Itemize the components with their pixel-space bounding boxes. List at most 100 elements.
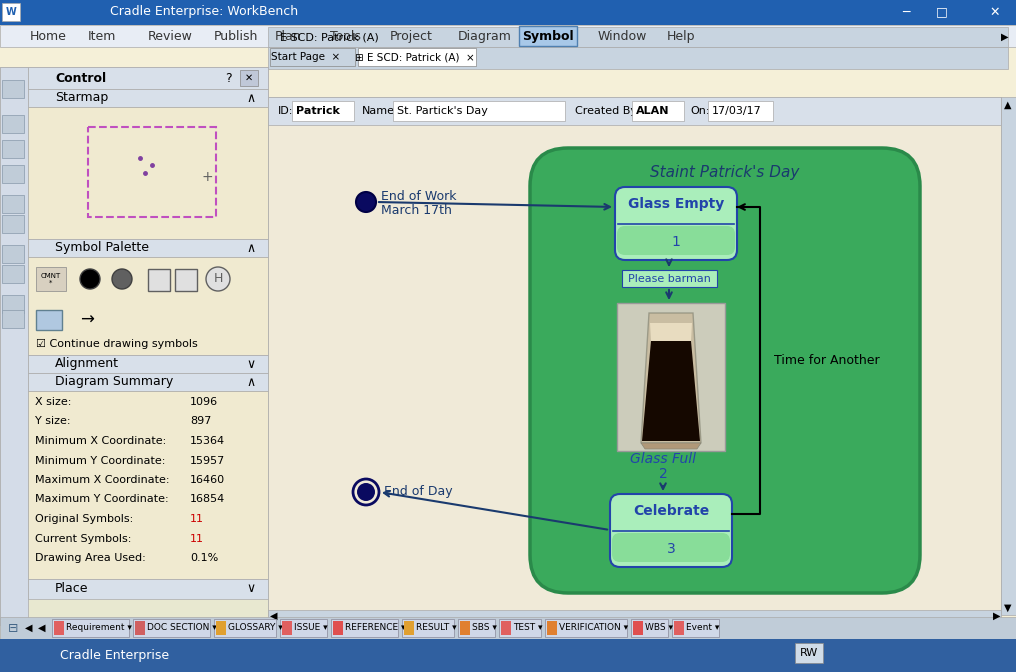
Text: ⊟: ⊟ bbox=[8, 622, 18, 634]
Text: ▶: ▶ bbox=[1001, 32, 1009, 42]
Text: Symbol: Symbol bbox=[522, 30, 574, 43]
Bar bbox=[268, 27, 1008, 47]
Bar bbox=[54, 621, 64, 635]
Bar bbox=[333, 621, 343, 635]
Bar bbox=[270, 48, 355, 66]
Bar bbox=[1001, 97, 1016, 615]
Text: 11: 11 bbox=[190, 534, 204, 544]
Bar bbox=[36, 267, 66, 291]
Bar bbox=[0, 25, 1016, 47]
Text: Requirement ▾: Requirement ▾ bbox=[66, 624, 132, 632]
Bar bbox=[0, 67, 268, 625]
Text: 16460: 16460 bbox=[190, 475, 226, 485]
Text: TEST ▾: TEST ▾ bbox=[513, 624, 543, 632]
Bar bbox=[617, 303, 725, 451]
Text: 16854: 16854 bbox=[190, 495, 226, 505]
Text: □: □ bbox=[936, 5, 948, 19]
Text: W: W bbox=[6, 7, 16, 17]
Bar bbox=[2, 215, 24, 233]
Text: Plan: Plan bbox=[275, 30, 302, 43]
Text: Project: Project bbox=[390, 30, 433, 43]
Text: Item: Item bbox=[88, 30, 117, 43]
Bar bbox=[2, 115, 24, 133]
Bar bbox=[2, 295, 24, 313]
Text: ⊞ E SCD: Patrick (A)  ×: ⊞ E SCD: Patrick (A) × bbox=[356, 52, 474, 62]
Text: →: → bbox=[80, 311, 93, 329]
Text: Publish: Publish bbox=[214, 30, 258, 43]
FancyBboxPatch shape bbox=[615, 187, 737, 260]
Text: Staint Patrick's Day: Staint Patrick's Day bbox=[650, 165, 800, 181]
Text: X size:: X size: bbox=[35, 397, 71, 407]
Bar bbox=[135, 621, 145, 635]
Bar bbox=[28, 579, 268, 599]
Bar bbox=[268, 47, 1008, 69]
Text: 17/03/17: 17/03/17 bbox=[712, 106, 762, 116]
Text: ISSUE ▾: ISSUE ▾ bbox=[294, 624, 327, 632]
Bar bbox=[2, 3, 20, 21]
Circle shape bbox=[112, 269, 132, 289]
Bar bbox=[547, 621, 557, 635]
Bar bbox=[28, 391, 268, 579]
FancyBboxPatch shape bbox=[617, 226, 735, 255]
Text: Glass Full: Glass Full bbox=[630, 452, 696, 466]
Bar bbox=[148, 269, 170, 291]
Bar bbox=[28, 239, 268, 257]
Circle shape bbox=[357, 483, 375, 501]
Bar bbox=[2, 140, 24, 158]
Text: ∧: ∧ bbox=[247, 241, 256, 255]
Text: St. Partick's Day: St. Partick's Day bbox=[397, 106, 488, 116]
Text: ◀: ◀ bbox=[25, 623, 33, 633]
Bar bbox=[2, 195, 24, 213]
Bar bbox=[0, 0, 1016, 25]
Text: Glass Empty: Glass Empty bbox=[628, 197, 724, 211]
Bar bbox=[393, 101, 565, 121]
Text: 897: 897 bbox=[190, 417, 211, 427]
Bar bbox=[674, 621, 684, 635]
Text: ∨: ∨ bbox=[247, 358, 256, 370]
Bar bbox=[240, 70, 258, 86]
Text: Patrick: Patrick bbox=[296, 106, 340, 116]
Text: GLOSSARY ▾: GLOSSARY ▾ bbox=[228, 624, 282, 632]
Bar bbox=[268, 97, 1001, 125]
Text: ☑ Continue drawing symbols: ☑ Continue drawing symbols bbox=[36, 339, 198, 349]
Circle shape bbox=[80, 269, 100, 289]
Text: Maximum X Coordinate:: Maximum X Coordinate: bbox=[35, 475, 170, 485]
Text: Minimum X Coordinate:: Minimum X Coordinate: bbox=[35, 436, 167, 446]
Text: March 17th: March 17th bbox=[381, 204, 452, 216]
Text: 3: 3 bbox=[666, 542, 676, 556]
Bar bbox=[133, 619, 210, 637]
Text: Time for Another: Time for Another bbox=[774, 354, 880, 367]
Circle shape bbox=[206, 267, 230, 291]
Text: ∧: ∧ bbox=[247, 91, 256, 105]
Text: ∨: ∨ bbox=[247, 583, 256, 595]
Text: ALAN: ALAN bbox=[636, 106, 670, 116]
Text: RESULT ▾: RESULT ▾ bbox=[416, 624, 456, 632]
Bar bbox=[280, 619, 327, 637]
Text: Maximum Y Coordinate:: Maximum Y Coordinate: bbox=[35, 495, 169, 505]
Text: Cradle Enterprise: WorkBench: Cradle Enterprise: WorkBench bbox=[110, 5, 298, 19]
Text: ID:: ID: bbox=[278, 106, 294, 116]
Text: Name:: Name: bbox=[362, 106, 398, 116]
Text: ▲: ▲ bbox=[1004, 100, 1012, 110]
Text: 0.1%: 0.1% bbox=[190, 553, 218, 563]
Text: ◀: ◀ bbox=[38, 623, 46, 633]
Text: Review: Review bbox=[148, 30, 193, 43]
Bar bbox=[2, 310, 24, 328]
Text: Window: Window bbox=[598, 30, 647, 43]
Text: Control: Control bbox=[55, 71, 106, 85]
Text: ?: ? bbox=[225, 71, 232, 85]
Text: ✕: ✕ bbox=[990, 5, 1000, 19]
Text: +: + bbox=[201, 170, 212, 184]
Bar bbox=[88, 127, 216, 217]
Bar bbox=[545, 619, 627, 637]
Text: 15364: 15364 bbox=[190, 436, 226, 446]
Bar bbox=[52, 619, 129, 637]
Bar bbox=[631, 619, 668, 637]
Bar bbox=[268, 610, 1001, 622]
Text: On:: On: bbox=[690, 106, 709, 116]
Text: Cradle Enterprise: Cradle Enterprise bbox=[60, 648, 169, 661]
Text: ▶: ▶ bbox=[994, 611, 1001, 621]
Bar bbox=[28, 373, 268, 391]
Text: End of Work: End of Work bbox=[381, 190, 456, 202]
Text: RW: RW bbox=[800, 648, 818, 658]
